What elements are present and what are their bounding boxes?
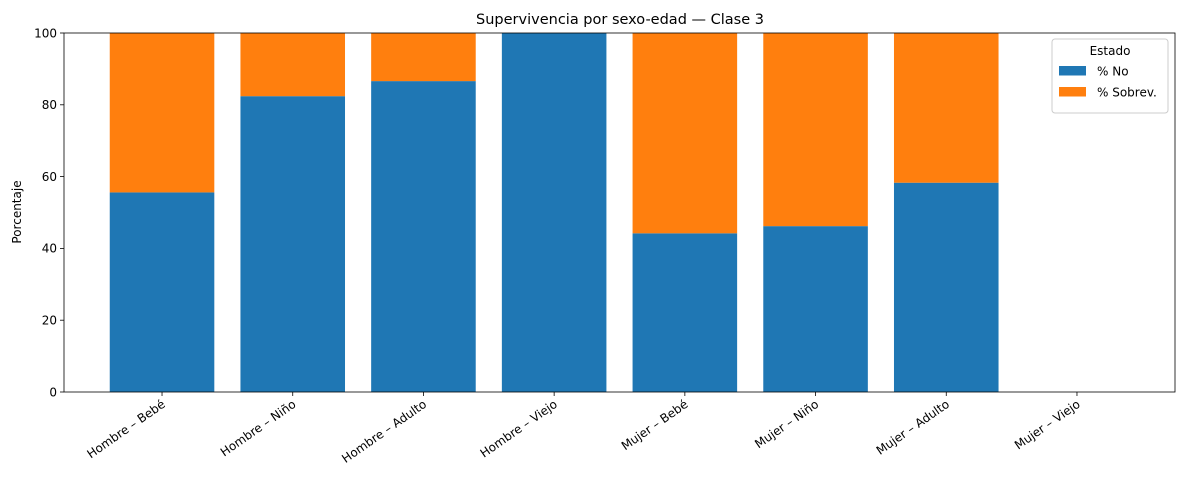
- bar-no-2: [371, 81, 476, 393]
- axes-frame: [63, 32, 1176, 393]
- y-tick-label: 100: [34, 26, 57, 40]
- x-tick-label: Mujer – Bebé: [619, 397, 691, 453]
- bar-no-5: [763, 226, 868, 392]
- legend: Estado % No % Sobrev.: [1051, 38, 1169, 114]
- legend-label-0: % No: [1097, 65, 1129, 79]
- y-tick-label: 80: [42, 98, 57, 112]
- x-tick-label: Hombre – Adulto: [339, 397, 429, 466]
- bar-no-0: [109, 192, 215, 392]
- legend-title: Estado: [1090, 44, 1131, 58]
- x-tick-label: Mujer – Niño: [752, 397, 821, 451]
- y-tick-label: 60: [42, 170, 57, 184]
- bar-sobrev-4: [632, 33, 738, 234]
- x-tick-label: Mujer – Adulto: [874, 397, 952, 458]
- bar-sobrev-2: [371, 33, 476, 82]
- plot-area: Hombre – Bebé Hombre – Niño Hombre – Adult…: [34, 26, 1176, 466]
- legend-swatch-1: [1059, 87, 1086, 97]
- x-tick-label: Hombre – Viejo: [478, 397, 560, 460]
- x-tick-label: Mujer – Viejo: [1012, 397, 1083, 452]
- bar-no-6: [893, 182, 999, 392]
- x-tick-label: Hombre – Niño: [218, 397, 299, 459]
- chart-title: Supervivencia por sexo-edad — Clase 3: [476, 12, 764, 28]
- bar-sobrev-5: [763, 33, 868, 227]
- bar-no-1: [240, 96, 346, 393]
- y-tick-label: 0: [49, 385, 57, 399]
- bar-sobrev-1: [240, 33, 346, 97]
- y-axis-label: Porcentaje: [10, 180, 24, 243]
- legend-label-1: % Sobrev.: [1097, 86, 1157, 100]
- bar-no-4: [632, 233, 738, 392]
- bar-sobrev-6: [893, 33, 999, 183]
- x-tick-label: Hombre – Bebé: [84, 397, 167, 461]
- bar-no-3: [501, 33, 607, 392]
- y-tick-label: 40: [42, 242, 57, 256]
- y-tick-label: 20: [42, 314, 57, 328]
- bar-sobrev-0: [109, 33, 215, 193]
- legend-swatch-0: [1059, 66, 1086, 76]
